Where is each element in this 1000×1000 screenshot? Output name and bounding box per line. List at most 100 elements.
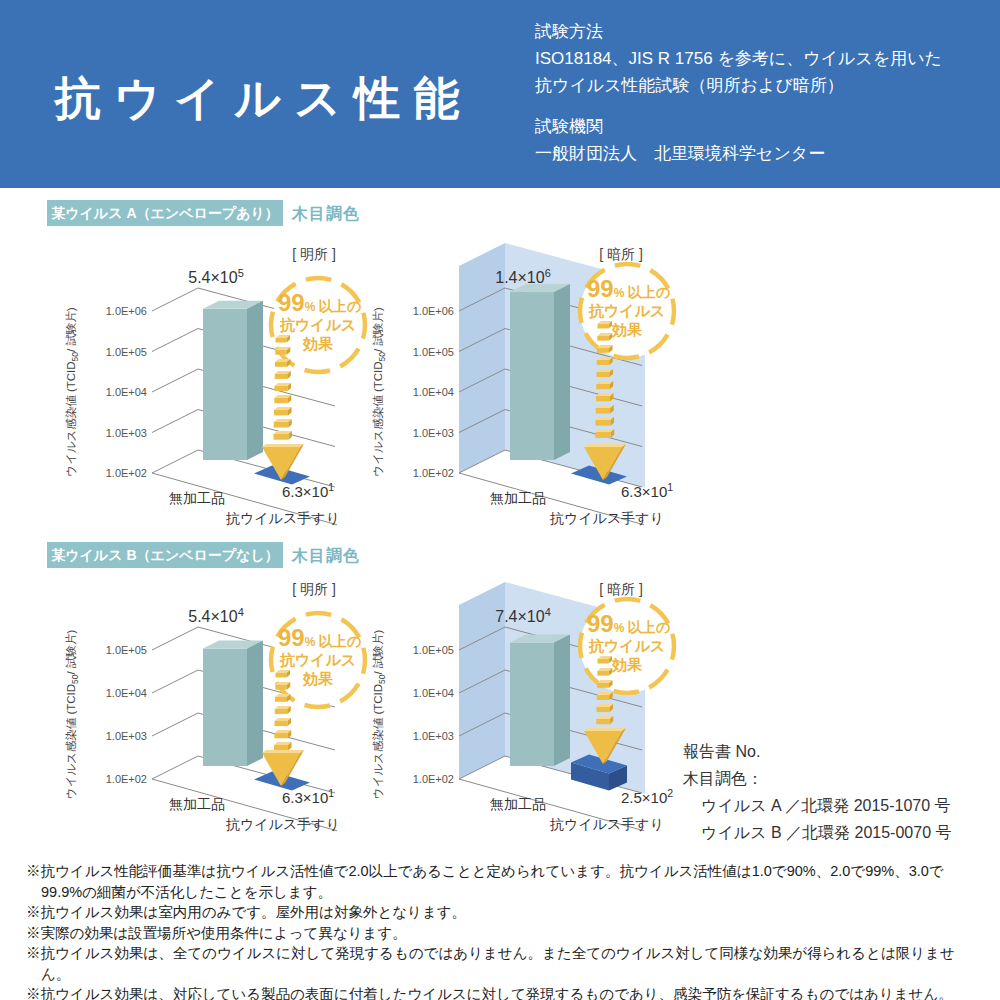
arrow-dash-front [275,386,288,391]
arrow-dash-front [275,709,288,714]
y-tick-label: 1.0E+04 [106,687,147,699]
category-label-untreated: 無加工品 [490,490,546,506]
section-a-tone: 木目調色 [292,204,360,225]
section-a-badge: 某ウイルス A（エンベロープあり） [47,200,283,226]
bar-front-face [203,309,247,460]
arrow-dash-front [597,671,609,676]
header-band: 抗ウイルス性能 試験方法 ISO18184、JIS R 1756 を参考に、ウイ… [0,0,1000,188]
y-tick-label: 1.0E+03 [106,730,147,742]
y-tick-label: 1.0E+03 [106,427,147,439]
y-tick-label: 1.0E+04 [106,386,147,398]
arrow-dash-front [597,336,609,341]
org-label: 試験機関 [535,113,942,140]
category-label-treated: 抗ウイルス手すり [549,816,664,832]
method-line1: ISO18184、JIS R 1756 を参考に、ウイルスを用いた [535,45,942,72]
footnote: ※抗ウイルス効果は室内用のみです。屋外用は対象外となります。 [26,902,976,923]
category-label-treated: 抗ウイルス手すり [225,510,340,526]
arrow-head-top [584,444,626,447]
chart-virus-a-dark: 1.0E+061.0E+051.0E+041.0E+031.0E+02ウイルス感… [337,240,707,570]
badge-line2: 抗ウイルス [588,302,665,319]
y-tick-label: 1.0E+04 [413,386,454,398]
condition-label: [ 明所 ] [292,246,336,262]
bar-front-face [510,643,554,766]
arrow-dash-front [275,350,287,355]
bar-side-face [554,284,570,460]
arrow-dash-front [275,697,287,702]
org-name: 一般財団法人 北里環境科学センター [535,140,942,167]
method-label: 試験方法 [535,18,942,45]
arrow-head-top [262,444,304,447]
arrow-dash-front [274,434,289,440]
y-tick-label: 1.0E+02 [106,773,147,785]
result-value-label: 6.3×101 [282,481,334,500]
arrow-dash-front [597,707,610,712]
arrow-dash-front [597,695,610,700]
y-axis-title: ウイルス感染値 (TCID50/ 試験片) [65,307,80,477]
arrow-dash-front [274,398,288,403]
arrow-dash-front [596,420,611,426]
footnote: ※抗ウイルス性能評価基準は抗ウイルス活性値で2.0以上であることと定められていま… [26,861,976,902]
arrow-dash-front [274,733,288,738]
infographic-page: 抗ウイルス性能 試験方法 ISO18184、JIS R 1756 を参考に、ウイ… [0,0,1000,1000]
bar-value-label: 5.4×105 [188,267,244,286]
method-line2: 抗ウイルス性能試験（明所および暗所） [535,72,942,99]
arrow-dash-front [274,410,288,415]
section-b-tone: 木目調色 [292,546,360,567]
y-axis-title: ウイルス感染値 (TCID50/ 試験片) [65,630,80,800]
arrow-dash-front [276,338,287,343]
footnote: ※抗ウイルス効果は、対応している製品の表面に付着したウイルスに対して発現するもの… [26,984,976,1000]
category-label-treated: 抗ウイルス手すり [225,816,340,832]
badge-line3: 効果 [611,656,643,673]
arrow-dash-front [596,384,610,389]
arrow-dash-front [275,721,288,726]
y-axis-title: ウイルス感染値 (TCID50/ 試験片) [372,307,387,477]
condition-label: [ 暗所 ] [599,246,643,262]
badge-line2: 抗ウイルス [588,637,665,654]
y-tick-label: 1.0E+06 [106,305,147,317]
category-label-treated: 抗ウイルス手すり [549,510,664,526]
footnote: ※実際の効果は設置場所や使用条件によって異なります。 [26,923,976,944]
arrow-dash-front [596,719,610,724]
arrow-dash-front [598,659,609,664]
header-meta: 試験方法 ISO18184、JIS R 1756 を参考に、ウイルスを用いた 抗… [535,18,942,167]
arrow-dash-front [598,324,609,329]
arrow-dash-front [274,745,288,750]
arrow-dash-front [596,396,610,401]
y-tick-label: 1.0E+03 [413,427,454,439]
footnote: ※抗ウイルス効果は、全てのウイルスに対して発現するものではありません。また全ての… [26,943,976,984]
bar-front-face [510,292,554,460]
y-tick-label: 1.0E+02 [413,773,454,785]
bar-side-face [247,641,263,766]
footnotes: ※抗ウイルス性能評価基準は抗ウイルス活性値で2.0以上であることと定められていま… [26,861,976,1000]
y-tick-label: 1.0E+06 [413,305,454,317]
bar-side-face [554,635,570,766]
chart-virus-b-dark: 1.0E+05 1.0E+04 1.0E+03 1.0E+02 ウイルス感染値 (TCI… [337,575,707,905]
category-label-untreated: 無加工品 [169,796,225,812]
y-tick-label: 1.0E+05 [106,346,147,358]
arrow-dash-front [597,683,609,688]
result-value-label: 6.3×101 [282,787,334,806]
condition-label: [ 暗所 ] [599,581,643,597]
y-axis-title: ウイルス感染値 (TCID50/ 試験片) [372,630,387,800]
result-value-label: 6.3×101 [621,481,673,500]
report-block: 報告書 No. 木目調色： ウイルス A ／北環発 2015-1070 号 ウイ… [683,738,951,846]
bar-value-label: 5.4×104 [188,606,244,625]
condition-label: [ 明所 ] [292,581,336,597]
category-label-untreated: 無加工品 [490,796,546,812]
y-tick-label: 1.0E+03 [413,730,454,742]
bar-value-label: 1.4×106 [495,267,551,286]
badge-line3: 効果 [302,670,334,687]
chart-canvas: 1.0E+061.0E+051.0E+041.0E+031.0E+02ウイルス感… [337,240,707,570]
arrow-head-top [262,750,304,753]
arrow-head-top [584,728,626,731]
page-title: 抗ウイルス性能 [55,68,472,130]
y-tick-label: 1.0E+05 [413,644,454,656]
badge-line3: 効果 [302,335,334,352]
y-tick-label: 1.0E+04 [413,687,454,699]
bar-front-face [203,649,247,766]
arrow-dash-front [275,362,287,367]
arrow-dash-front [274,422,289,428]
arrow-dash-front [596,408,611,414]
bar-value-label: 7.4×104 [495,606,551,625]
report-no: 報告書 No. [683,738,951,765]
